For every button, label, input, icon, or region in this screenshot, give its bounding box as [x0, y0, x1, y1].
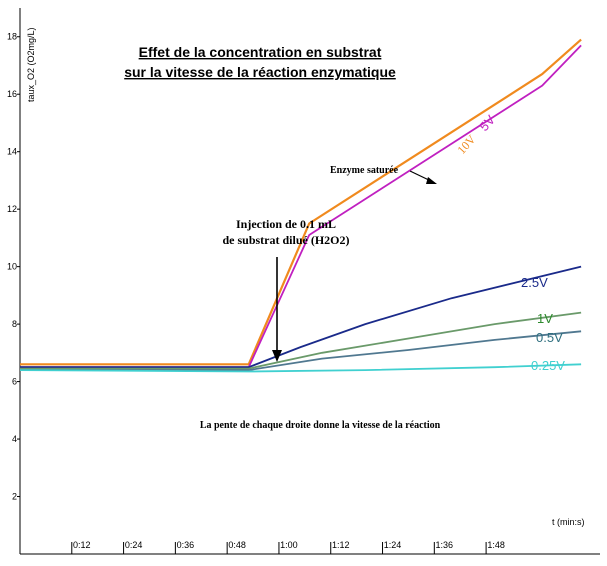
series-line-0-5v — [20, 330, 582, 372]
injection-annotation-line1: Injection de 0.1 mL — [236, 217, 336, 231]
injection-arrowhead — [272, 350, 282, 362]
saturated-annotation: Enzyme saturée — [330, 165, 399, 176]
chart-title-line1: Effet de la concentration en substrat — [139, 44, 382, 60]
series-line-2-5v — [20, 265, 582, 369]
label-10v: 10V — [454, 132, 478, 157]
y-tick-label: 10 — [7, 262, 17, 272]
x-tick-label: 1:24 — [384, 540, 402, 550]
saturated-arrowhead — [426, 177, 437, 184]
x-tick-label: 0:12 — [73, 540, 91, 550]
series-line-1v — [20, 311, 582, 370]
y-tick-label: 2 — [12, 492, 17, 502]
label-0-5v: 0.5V — [536, 330, 563, 345]
series-line-10v — [20, 38, 582, 366]
y-tick-label: 18 — [7, 32, 17, 42]
x-axis-label: t (min:s) — [552, 517, 585, 527]
y-tick-label: 4 — [12, 434, 17, 444]
y-tick-label: 14 — [7, 147, 17, 157]
chart-title-line2: sur la vitesse de la réaction enzymatiqu… — [124, 64, 396, 80]
label-2-5v: 2.5V — [521, 275, 548, 290]
x-tick-label: 0:24 — [125, 540, 143, 550]
y-tick-label: 16 — [7, 89, 17, 99]
x-tick-label: 1:36 — [436, 540, 454, 550]
y-tick-label: 8 — [12, 319, 17, 329]
slope-note: La pente de chaque droite donne la vites… — [200, 420, 441, 431]
x-tick-label: 1:00 — [280, 540, 298, 550]
injection-annotation-line2: de substrat dilué (H2O2) — [222, 233, 349, 247]
label-0-25v: 0.25V — [531, 358, 565, 373]
x-tick-label: 1:48 — [487, 540, 505, 550]
label-1v: 1V — [537, 311, 553, 326]
y-tick-label: 6 — [12, 377, 17, 387]
x-tick-label: 0:48 — [228, 540, 246, 550]
x-tick-label: 0:36 — [177, 540, 195, 550]
y-axis-label: taux_O2 (O2mg/L) — [26, 27, 36, 102]
x-tick-label: 1:12 — [332, 540, 350, 550]
y-tick-label: 12 — [7, 204, 17, 214]
series-line-5v — [20, 44, 582, 369]
series-line-0-25v — [19, 363, 582, 373]
